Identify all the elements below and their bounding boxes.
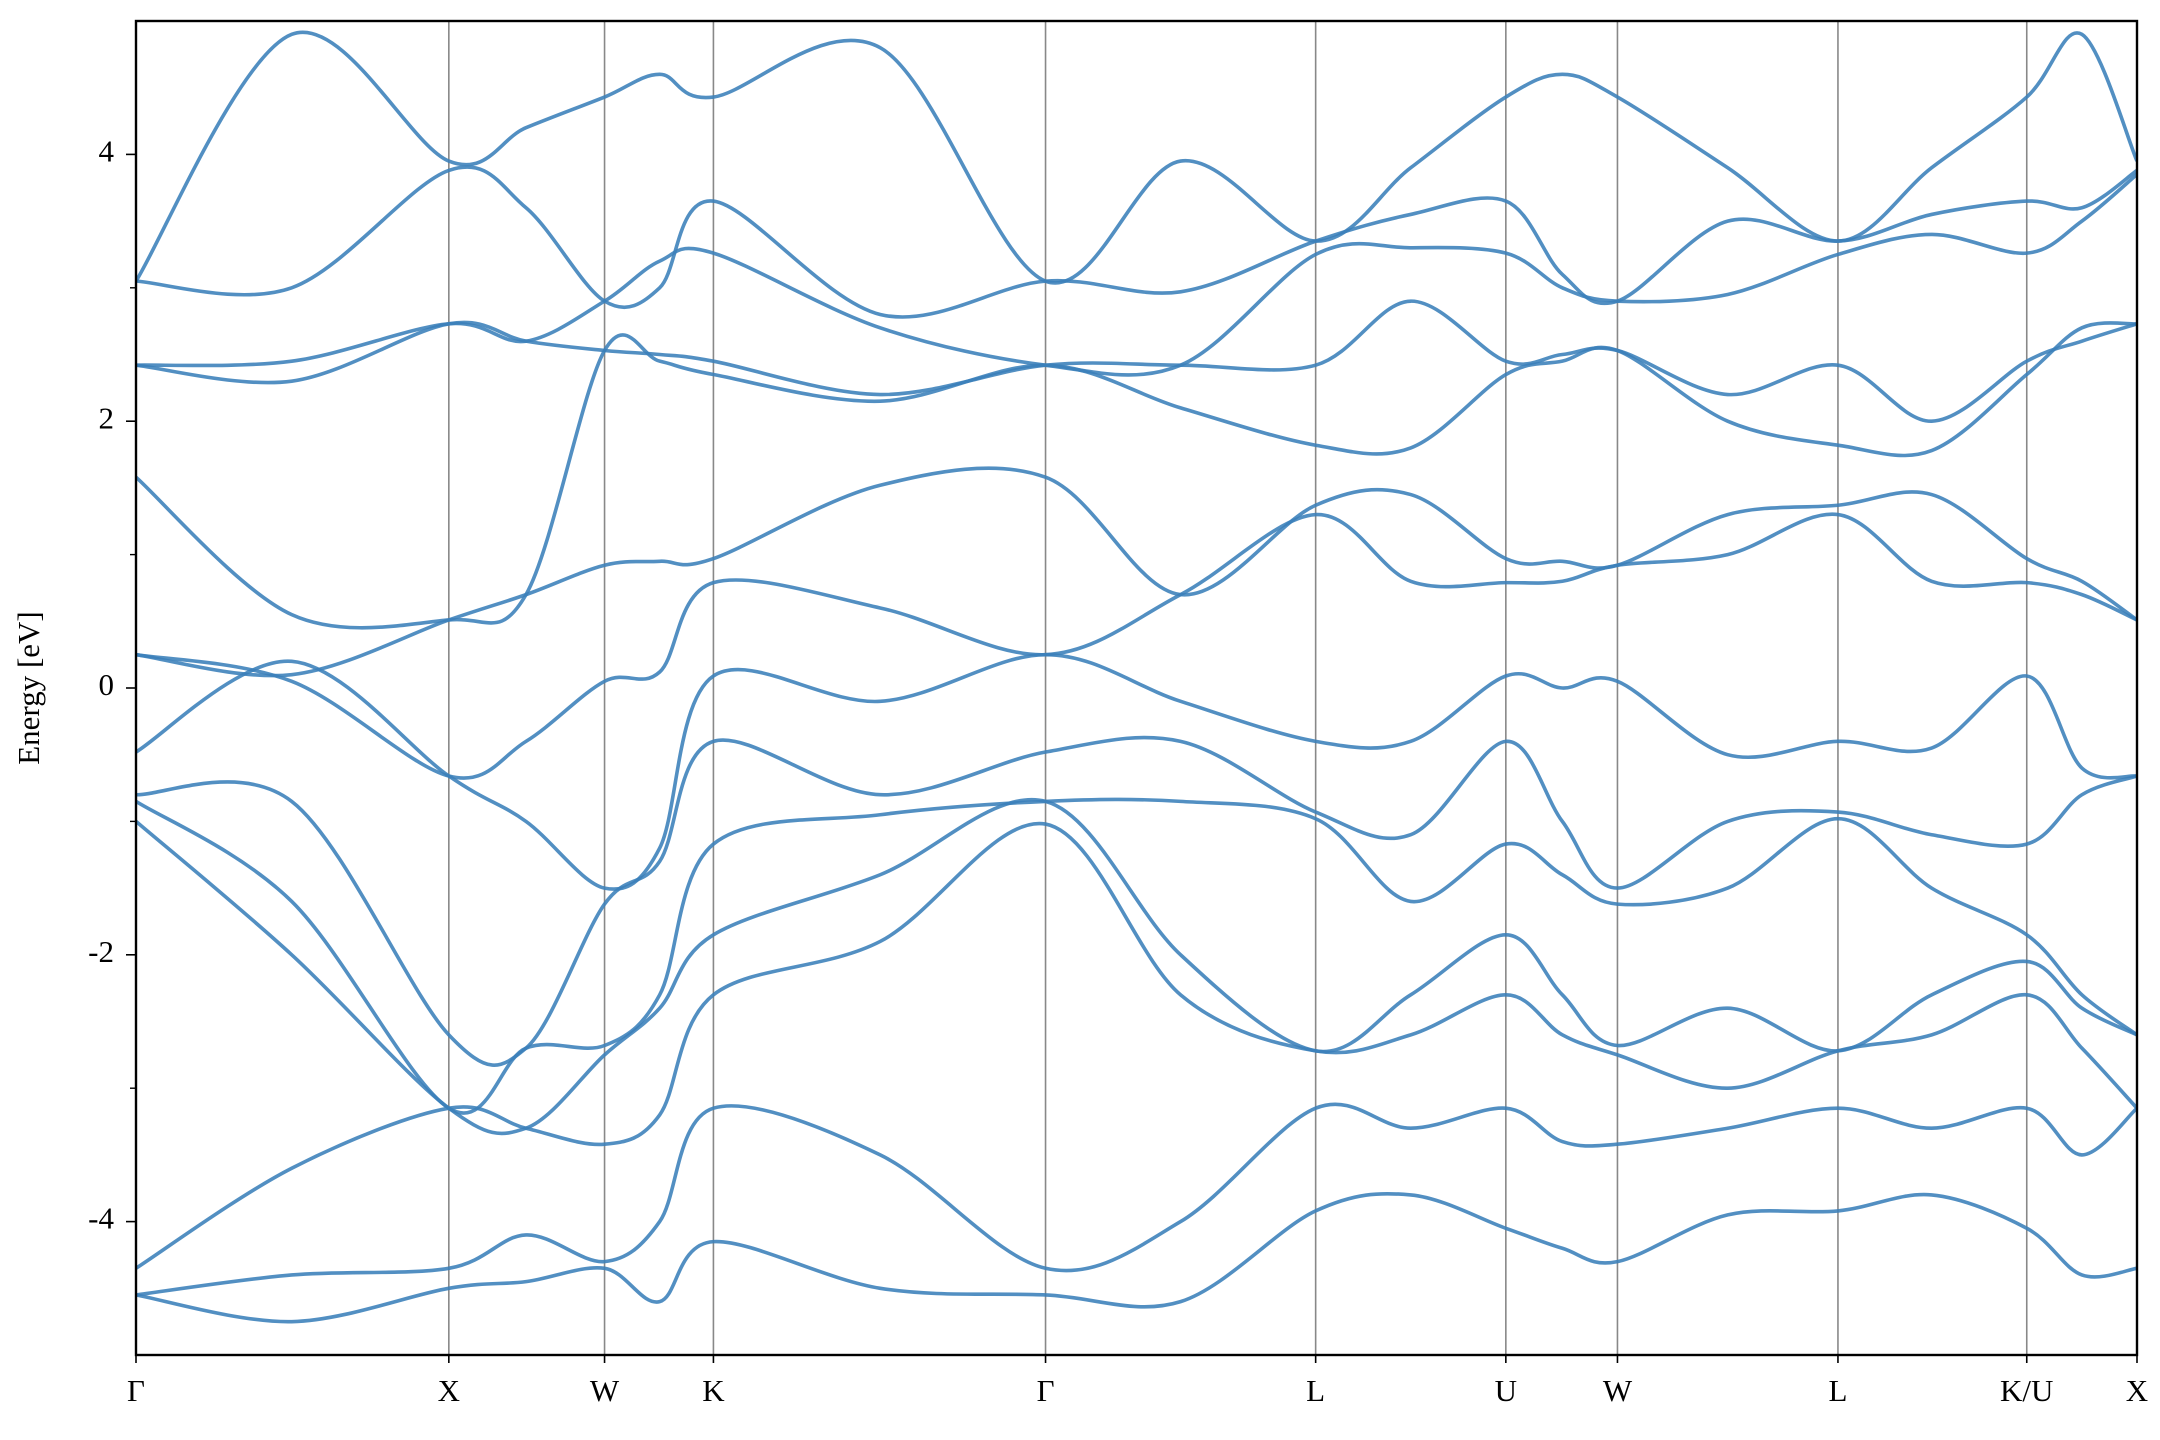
x-tick-label: K [702,1373,725,1408]
y-tick-label: 0 [99,667,115,702]
band-line [136,299,2137,424]
y-tick-label: 2 [99,400,115,435]
x-tick-label: X [438,1373,460,1408]
x-tick-label: W [1603,1373,1633,1408]
bands [136,30,2137,1324]
band-line [136,1102,2137,1297]
band-line [136,165,2137,319]
plot-frame [134,19,2139,1357]
y-tick-label: 4 [99,134,115,169]
x-tick-label: L [1828,1373,1847,1408]
band-line [136,1191,2137,1324]
y-axis-label: Energy [eV] [11,611,46,765]
x-tick-label: K/U [2000,1373,2053,1408]
band-line [136,466,2137,678]
band-line [136,30,2137,285]
band-line [136,821,2137,1270]
x-tick-label: U [1495,1373,1517,1408]
band-line [136,512,2137,780]
x-tick-label: X [2126,1373,2148,1408]
band-line [136,797,2137,1115]
band-line [136,173,2137,377]
band-line [136,321,2137,630]
y-tick-label: -2 [88,934,114,969]
y-tick-label: -4 [88,1201,114,1236]
x-tick-label: W [590,1373,620,1408]
band-line [136,652,2137,891]
x-tick-label: L [1306,1373,1325,1408]
x-tick-label: Γ [1037,1373,1055,1408]
band-line [136,797,2137,1136]
x-tick-label: Γ [127,1373,145,1408]
